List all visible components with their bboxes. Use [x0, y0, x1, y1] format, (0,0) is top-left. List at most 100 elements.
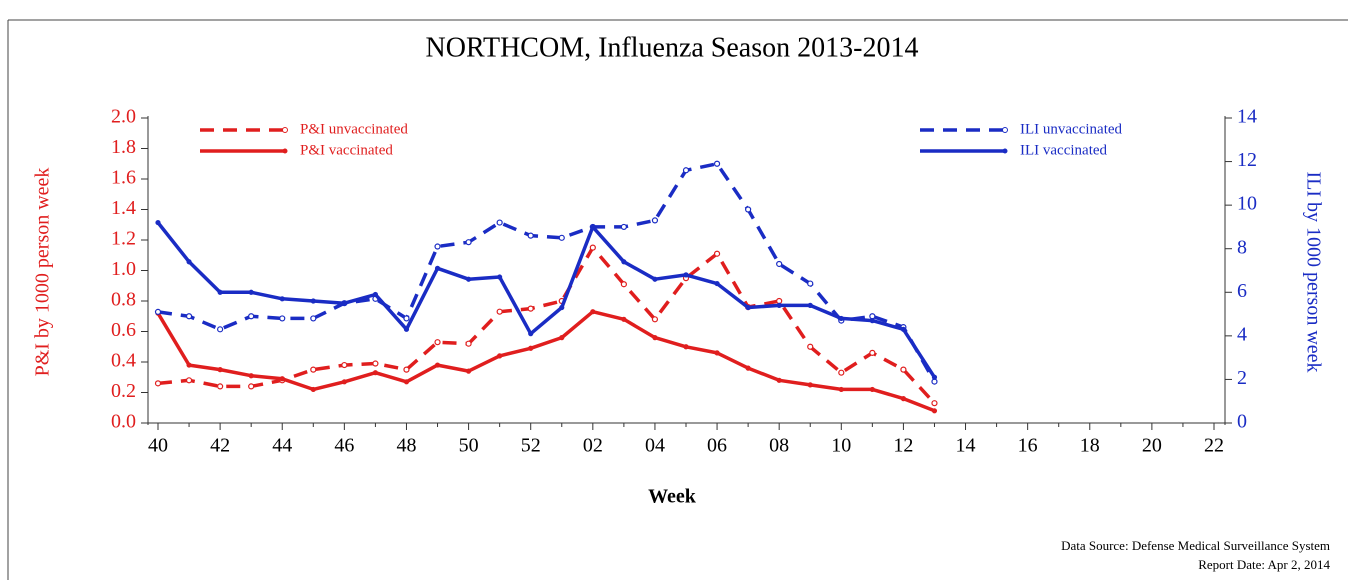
- point-marker: [310, 315, 317, 322]
- point-marker: [403, 315, 410, 322]
- point-marker: [279, 315, 286, 322]
- point-marker: [155, 219, 161, 226]
- point-marker: [341, 361, 348, 369]
- point-marker: [217, 326, 224, 333]
- x-tick-label: 04: [645, 435, 665, 457]
- legend-marker: [282, 148, 288, 154]
- point-marker: [496, 308, 503, 315]
- point-marker: [186, 362, 192, 368]
- point-marker: [869, 318, 875, 324]
- point-marker: [528, 331, 534, 337]
- point-marker: [465, 239, 472, 246]
- y-tick-label: 0.2: [111, 380, 136, 402]
- point-marker: [372, 370, 379, 376]
- chart-title: NORTHCOM, Influenza Season 2013-2014: [426, 32, 919, 63]
- point-marker: [651, 217, 659, 224]
- legend-marker: [282, 127, 288, 133]
- point-marker: [869, 349, 876, 356]
- legend-label: P&I vaccinated: [300, 142, 393, 158]
- point-marker: [869, 313, 876, 320]
- point-marker: [403, 379, 410, 385]
- point-marker: [185, 377, 193, 384]
- point-marker: [527, 305, 534, 312]
- point-marker: [217, 289, 223, 295]
- point-marker: [434, 265, 441, 271]
- x-tick-label: 52: [521, 435, 541, 457]
- y-tick-label: 1.0: [111, 258, 136, 280]
- point-marker: [807, 343, 814, 350]
- point-marker: [838, 315, 844, 322]
- point-marker: [527, 232, 534, 239]
- y2-tick-label: 14: [1237, 106, 1257, 128]
- x-tick-label: 06: [707, 435, 727, 457]
- point-marker: [745, 304, 751, 311]
- point-marker: [310, 366, 317, 373]
- y2-tick-label: 4: [1237, 323, 1247, 345]
- x-tick-label: 22: [1204, 435, 1224, 457]
- y-tick-label: 0.8: [111, 289, 136, 311]
- y2-tick-label: 8: [1237, 236, 1247, 258]
- point-marker: [310, 298, 316, 304]
- point-marker: [590, 309, 596, 315]
- point-marker: [154, 380, 162, 387]
- x-tick-label: 12: [893, 435, 913, 457]
- y-tick-label: 1.8: [111, 136, 136, 158]
- x-tick-label: 18: [1080, 435, 1100, 457]
- y-tick-label: 0.6: [111, 319, 136, 341]
- point-marker: [621, 316, 627, 322]
- point-marker: [559, 335, 565, 341]
- point-marker: [558, 234, 565, 241]
- y-tick-label: 2.0: [111, 106, 136, 128]
- x-tick-label: 10: [831, 435, 851, 457]
- point-marker: [185, 313, 193, 320]
- point-marker: [745, 365, 751, 371]
- point-marker: [900, 366, 907, 373]
- point-marker: [279, 296, 285, 302]
- report-date: Report Date: Apr 2, 2014: [1198, 557, 1330, 572]
- point-marker: [807, 302, 813, 308]
- point-marker: [341, 300, 347, 306]
- point-marker: [248, 289, 254, 295]
- x-tick-label: 14: [956, 435, 976, 457]
- point-marker: [931, 400, 938, 407]
- point-marker: [279, 376, 285, 382]
- point-marker: [403, 326, 410, 332]
- x-tick-label: 48: [396, 435, 416, 457]
- x-tick-label: 46: [334, 435, 354, 457]
- point-marker: [497, 353, 503, 359]
- point-marker: [931, 378, 938, 385]
- x-tick-label: 02: [583, 435, 603, 457]
- point-marker: [403, 366, 410, 373]
- point-marker: [776, 260, 783, 268]
- point-marker: [713, 250, 721, 257]
- point-marker: [248, 383, 255, 390]
- legend-label: ILI vaccinated: [1020, 142, 1108, 158]
- point-marker: [217, 383, 224, 390]
- point-marker: [682, 167, 690, 174]
- series-line: [156, 309, 936, 413]
- legend-marker: [1002, 127, 1008, 133]
- point-marker: [528, 345, 534, 351]
- point-marker: [807, 382, 813, 388]
- x-tick-label: 44: [272, 435, 292, 457]
- point-marker: [683, 272, 689, 278]
- point-marker: [776, 302, 782, 308]
- point-marker: [714, 350, 720, 356]
- legend-marker: [1002, 148, 1008, 154]
- point-marker: [497, 274, 503, 280]
- y2-tick-label: 0: [1237, 411, 1247, 433]
- point-marker: [372, 360, 379, 367]
- point-marker: [465, 276, 472, 282]
- point-marker: [465, 340, 472, 347]
- point-marker: [838, 386, 844, 393]
- y2-tick-label: 6: [1237, 280, 1247, 302]
- point-marker: [621, 259, 627, 265]
- point-marker: [372, 291, 379, 298]
- point-marker: [838, 369, 845, 376]
- point-marker: [745, 206, 752, 213]
- x-tick-label: 20: [1142, 435, 1162, 457]
- point-marker: [652, 335, 658, 341]
- y2-tick-label: 10: [1237, 193, 1257, 215]
- series-line: [157, 245, 936, 405]
